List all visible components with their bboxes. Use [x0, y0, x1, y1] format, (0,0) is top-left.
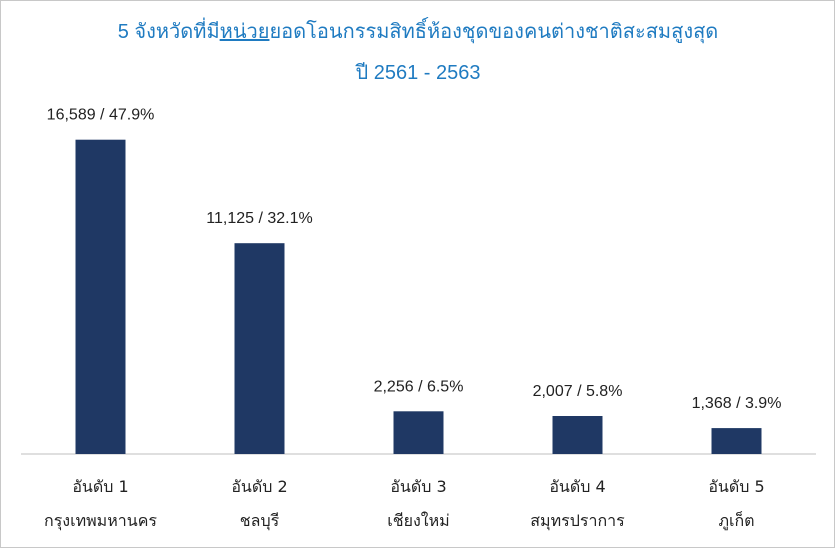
- category-rank-label-3: อันดับ 3: [390, 477, 446, 496]
- category-province-label-4: สมุทรปราการ: [530, 511, 625, 531]
- data-label-1: 16,589 / 47.9%: [47, 107, 155, 124]
- chart-subtitle: ปี 2561 - 2563: [355, 62, 480, 84]
- data-label-2: 11,125 / 32.1%: [206, 210, 312, 227]
- data-label-4: 2,007 / 5.8%: [533, 383, 623, 400]
- data-label-3: 2,256 / 6.5%: [374, 378, 464, 395]
- chart-title: 5 จังหวัดที่มีหน่วยยอดโอนกรรมสิทธิ์ห้องช…: [118, 16, 719, 44]
- category-province-label-5: ภูเก็ต: [718, 510, 754, 531]
- bar-5: [711, 428, 762, 454]
- data-label-5: 1,368 / 3.9%: [692, 395, 782, 412]
- category-rank-label-4: อันดับ 4: [549, 477, 605, 496]
- category-province-label-3: เชียงใหม่: [387, 511, 449, 530]
- bar-4: [552, 416, 603, 454]
- bar-2: [234, 243, 285, 454]
- category-rank-label-2: อันดับ 2: [231, 477, 287, 496]
- category-province-label-2: ชลบุรี: [240, 511, 280, 531]
- bars-group: 16,589 / 47.9% อันดับ 1 กรุงเทพมหานคร 11,12…: [44, 107, 781, 531]
- bar-1: [75, 139, 126, 454]
- category-rank-label-1: อันดับ 1: [72, 477, 128, 496]
- category-rank-label-5: อันดับ 5: [708, 477, 764, 496]
- bar-3: [393, 411, 444, 454]
- category-province-label-1: กรุงเทพมหานคร: [44, 511, 157, 531]
